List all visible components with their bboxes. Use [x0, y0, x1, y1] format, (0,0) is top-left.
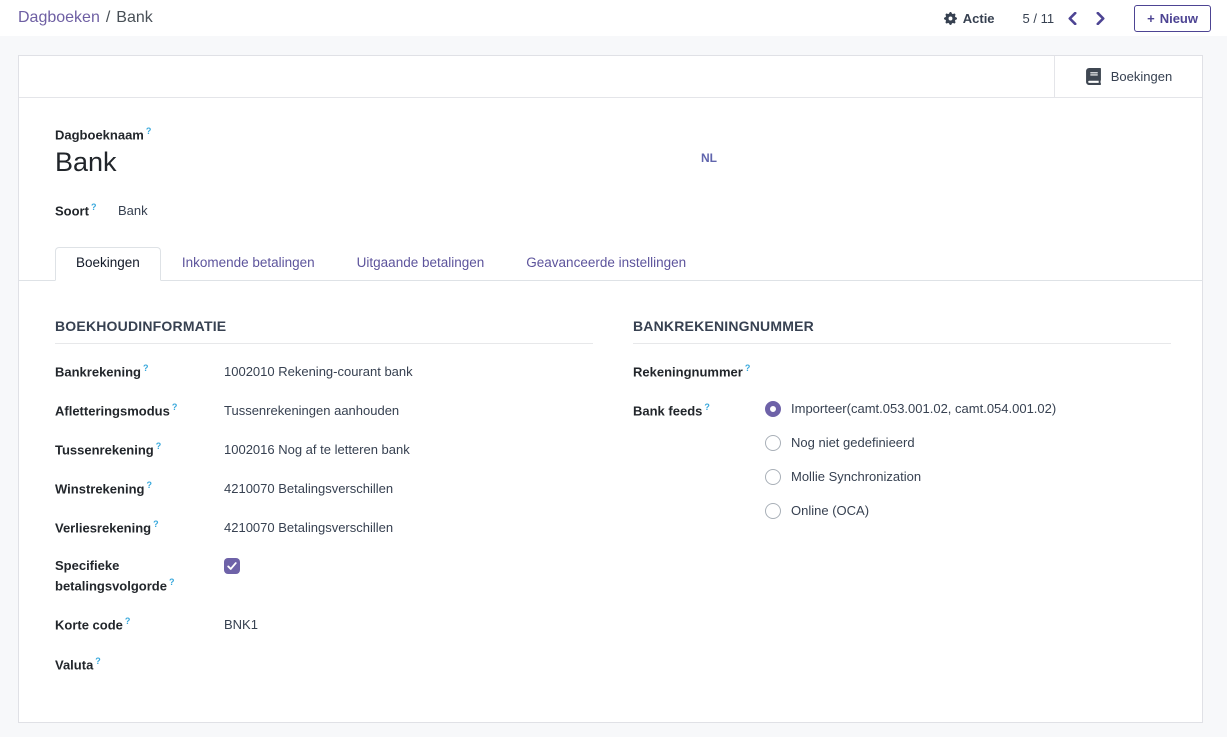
help-marker: ?	[145, 126, 152, 136]
pager-next-button[interactable]	[1090, 8, 1110, 28]
pager-previous-button[interactable]	[1062, 8, 1082, 28]
field-tussenrekening-value[interactable]: 1002016 Nog af te letteren bank	[224, 441, 410, 457]
gear-icon	[943, 11, 957, 25]
action-menu-button[interactable]: Actie	[943, 10, 995, 26]
field-bank-feeds: Bank feeds? Importeer(camt.053.001.02, c…	[633, 400, 1171, 537]
journal-name-value[interactable]: Bank	[55, 147, 117, 178]
journal-name-label: Dagboeknaam?	[55, 126, 152, 143]
journal-type-value[interactable]: Bank	[118, 203, 148, 219]
pager-counter: 5 / 11	[1022, 10, 1055, 26]
help-marker: ?	[146, 480, 152, 491]
radio-option-importeer[interactable]: Importeer(camt.053.001.02, camt.054.001.…	[765, 400, 1056, 417]
help-marker: ?	[171, 401, 178, 412]
help-marker: ?	[142, 362, 149, 373]
field-korte-code-value[interactable]: BNK1	[224, 617, 258, 633]
boekingen-stat-button[interactable]: Boekingen	[1054, 56, 1202, 97]
record-pager: 5 / 11	[1023, 8, 1111, 28]
help-marker: ?	[95, 655, 101, 666]
title-block: Dagboeknaam? Bank NL Soort? Bank	[55, 126, 1171, 221]
field-valuta-value[interactable]	[224, 655, 424, 673]
action-menu-label: Actie	[962, 10, 995, 26]
form-sheet: Dagboeknaam? Bank NL Soort? Bank Boeking…	[19, 98, 1202, 694]
help-marker: ?	[153, 519, 159, 530]
field-afletteringsmodus: Afletteringsmodus? Tussenrekeningen aanh…	[55, 401, 593, 421]
section-title: BANKREKENINGNUMMER	[633, 317, 814, 334]
breadcrumb-separator: /	[105, 9, 111, 26]
field-verliesrekening: Verliesrekening? 4210070 Betalingsversch…	[55, 518, 593, 538]
radio-option-mollie-synchronization[interactable]: Mollie Synchronization	[765, 468, 1056, 485]
field-valuta: Valuta?	[55, 655, 593, 675]
field-winstrekening-value[interactable]: 4210070 Betalingsverschillen	[224, 481, 394, 497]
field-afletteringsmodus-value[interactable]: Tussenrekeningen aanhouden	[224, 402, 400, 418]
notebook-tabs: Boekingen Inkomende betalingen Uitgaande…	[19, 246, 1202, 281]
book-icon	[1085, 68, 1102, 85]
section-bankrekeningnummer: BANKREKENINGNUMMER Rekeningnummer? Bank …	[633, 318, 1171, 694]
help-marker: ?	[90, 201, 97, 212]
tab-uitgaande-betalingen[interactable]: Uitgaande betalingen	[356, 254, 485, 270]
tab-inkomende-betalingen[interactable]: Inkomende betalingen	[181, 254, 315, 270]
journal-type-row: Soort? Bank	[55, 201, 1171, 221]
stat-button-label: Boekingen	[1110, 69, 1173, 84]
top-bar: Dagboeken / Bank Actie 5 / 11 + Nieuw	[0, 0, 1227, 36]
section-divider	[55, 342, 593, 344]
section-boekhoudinformatie: BOEKHOUDINFORMATIE Bankrekening? 1002010…	[55, 318, 593, 694]
help-marker: ?	[704, 401, 710, 412]
breadcrumb: Dagboeken / Bank	[18, 9, 153, 27]
section-title: BOEKHOUDINFORMATIE	[55, 317, 227, 334]
field-tussenrekening: Tussenrekening? 1002016 Nog af te letter…	[55, 440, 593, 460]
new-record-button[interactable]: + Nieuw	[1134, 4, 1211, 32]
radio-button[interactable]	[765, 434, 781, 451]
radio-option-online-oca[interactable]: Online (OCA)	[765, 502, 1056, 519]
specifieke-betalingsvolgorde-checkbox[interactable]	[224, 558, 240, 575]
journal-form-card: Boekingen Dagboeknaam? Bank NL Soort? Ba…	[18, 55, 1203, 723]
help-marker: ?	[155, 440, 162, 451]
new-button-label: Nieuw	[1159, 10, 1198, 26]
bank-feeds-radio-group: Importeer(camt.053.001.02, camt.054.001.…	[765, 400, 1056, 537]
help-marker: ?	[168, 577, 175, 588]
top-bar-controls: Actie 5 / 11 + Nieuw	[943, 4, 1211, 32]
radio-option-nog-niet-gedefinieerd[interactable]: Nog niet gedefinieerd	[765, 434, 1056, 451]
breadcrumb-link-dagboeken[interactable]: Dagboeken	[18, 9, 100, 26]
plus-icon: +	[1147, 10, 1155, 26]
tab-geavanceerde-instellingen[interactable]: Geavanceerde instellingen	[526, 254, 687, 270]
section-divider	[633, 342, 1171, 344]
form-button-box: Boekingen	[19, 56, 1202, 98]
help-marker: ?	[744, 362, 751, 373]
breadcrumb-current: Bank	[116, 9, 153, 26]
field-bankrekening-value[interactable]: 1002010 Rekening-courant bank	[224, 363, 413, 379]
field-rekeningnummer-value[interactable]	[765, 362, 965, 380]
translation-badge[interactable]: NL	[701, 151, 717, 165]
radio-button[interactable]	[765, 502, 781, 519]
radio-button-selected[interactable]	[765, 400, 781, 417]
field-korte-code: Korte code? BNK1	[55, 615, 593, 635]
tab-boekingen[interactable]: Boekingen	[55, 246, 161, 281]
field-bankrekening: Bankrekening? 1002010 Rekening-courant b…	[55, 362, 593, 382]
journal-type-label: Soort?	[55, 201, 97, 219]
radio-button[interactable]	[765, 468, 781, 485]
field-specifieke-betalingsvolgorde: Specifieke betalingsvolgorde?	[55, 557, 593, 596]
field-rekeningnummer: Rekeningnummer?	[633, 362, 1171, 382]
page-content: Boekingen Dagboeknaam? Bank NL Soort? Ba…	[0, 36, 1227, 723]
help-marker: ?	[124, 616, 131, 627]
tab-content: BOEKHOUDINFORMATIE Bankrekening? 1002010…	[55, 318, 1171, 694]
field-winstrekening: Winstrekening? 4210070 Betalingsverschil…	[55, 479, 593, 499]
field-verliesrekening-value[interactable]: 4210070 Betalingsverschillen	[224, 520, 394, 536]
